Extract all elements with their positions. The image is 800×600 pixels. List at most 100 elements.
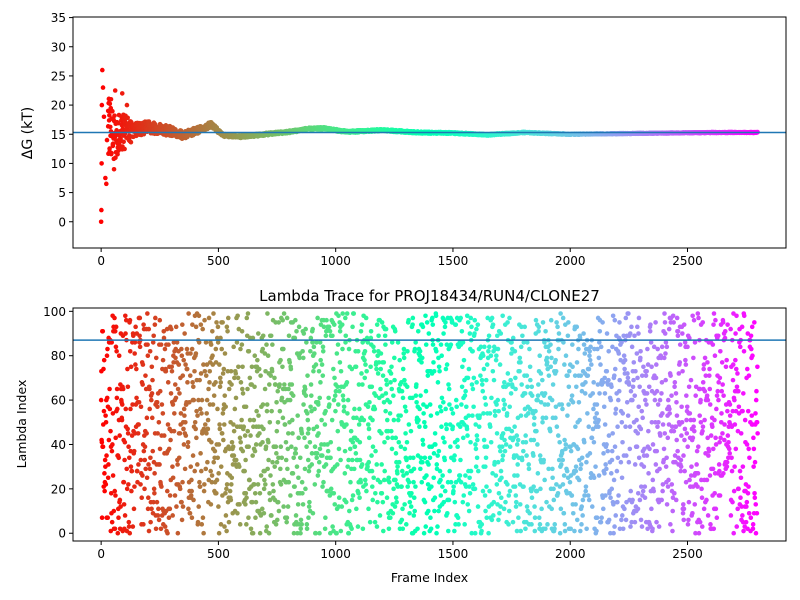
- lambda-point: [602, 422, 608, 427]
- lambda-point: [603, 462, 608, 467]
- lambda-point: [517, 368, 522, 374]
- lambda-point: [407, 510, 412, 516]
- lambda-point: [563, 353, 569, 359]
- lambda-point: [462, 522, 467, 527]
- lambda-point: [389, 364, 394, 370]
- lambda-point: [580, 497, 586, 503]
- lambda-point: [173, 355, 178, 361]
- lambda-point: [471, 375, 477, 381]
- lambda-point: [298, 530, 303, 536]
- lambda-point: [332, 393, 338, 398]
- lambda-point: [507, 404, 513, 410]
- lambda-point: [367, 519, 373, 525]
- lambda-point: [461, 357, 467, 363]
- lambda-point: [116, 455, 122, 461]
- lambda-point: [443, 406, 448, 412]
- lambda-point: [299, 479, 305, 485]
- lambda-point: [157, 317, 163, 323]
- lambda-point: [463, 473, 468, 478]
- lambda-point: [559, 402, 565, 407]
- lambda-point: [472, 486, 478, 492]
- dg-point: [110, 108, 115, 114]
- lambda-point: [601, 404, 607, 410]
- lambda-point: [383, 408, 388, 414]
- lambda-point: [303, 326, 308, 332]
- lambda-point: [169, 368, 175, 374]
- lambda-point: [138, 482, 143, 487]
- lambda-point: [550, 475, 555, 481]
- lambda-point: [188, 351, 193, 356]
- lambda-point: [358, 479, 364, 485]
- lambda-point: [375, 371, 381, 376]
- lambda-point: [134, 366, 139, 372]
- lambda-point: [388, 380, 393, 385]
- lambda-point: [266, 439, 271, 445]
- lambda-point: [420, 459, 425, 465]
- lambda-point: [578, 466, 583, 472]
- lambda-point: [564, 468, 570, 474]
- lambda-point: [265, 353, 271, 359]
- lambda-point: [498, 331, 504, 336]
- lambda-point: [596, 355, 602, 361]
- lambda-point: [325, 448, 331, 454]
- lambda-point: [369, 453, 374, 458]
- lambda-point: [363, 362, 368, 367]
- lambda-point: [467, 331, 473, 336]
- lambda-point: [189, 488, 194, 494]
- lambda-point: [138, 404, 144, 410]
- lambda-point: [259, 506, 265, 512]
- lambda-point: [396, 417, 401, 423]
- lambda-point: [386, 526, 392, 532]
- lambda-point: [495, 459, 501, 465]
- lambda-point: [312, 444, 318, 449]
- lambda-point: [584, 459, 589, 465]
- lambda-point: [408, 428, 414, 434]
- lambda-point: [604, 368, 610, 374]
- lambda-point: [470, 413, 475, 418]
- lambda-point: [280, 364, 285, 370]
- lambda-point: [452, 453, 457, 458]
- lambda-point: [411, 455, 416, 461]
- dg-point: [125, 115, 130, 121]
- lambda-point: [107, 406, 113, 412]
- lambda-point: [142, 444, 148, 449]
- lambda-point: [116, 515, 121, 520]
- lambda-point: [500, 431, 506, 436]
- lambda-point: [182, 413, 187, 418]
- lambda-point: [447, 402, 452, 407]
- lambda-point: [175, 462, 180, 467]
- dg-point: [115, 120, 121, 126]
- lambda-point: [364, 488, 369, 494]
- lambda-point: [235, 375, 241, 381]
- lambda-point: [437, 368, 442, 374]
- lambda-point: [392, 355, 397, 361]
- lambda-point: [518, 528, 524, 534]
- lambda-point: [333, 408, 338, 414]
- lambda-point: [102, 488, 107, 494]
- lambda-point: [446, 497, 452, 503]
- lambda-point: [394, 499, 399, 505]
- lambda-point: [569, 393, 575, 398]
- lambda-point: [345, 397, 351, 403]
- lambda-point: [406, 479, 412, 485]
- lambda-point: [606, 517, 612, 523]
- lambda-point: [155, 431, 160, 436]
- lambda-point: [119, 417, 125, 423]
- lambda-point: [558, 311, 563, 316]
- lambda-point: [208, 468, 213, 474]
- lambda-point: [552, 522, 558, 527]
- lambda-point: [474, 433, 480, 438]
- lambda-point: [433, 442, 438, 447]
- lambda-point: [144, 415, 150, 421]
- lambda-point: [290, 393, 296, 398]
- lambda-point: [490, 368, 496, 374]
- lambda-point: [348, 428, 354, 434]
- lambda-point: [276, 320, 281, 325]
- lambda-point: [533, 317, 539, 323]
- lambda-point: [285, 466, 290, 472]
- lambda-point: [457, 424, 463, 430]
- lambda-point: [422, 499, 428, 505]
- lambda-point: [431, 475, 437, 481]
- lambda-point: [428, 413, 434, 418]
- lambda-point: [298, 517, 304, 523]
